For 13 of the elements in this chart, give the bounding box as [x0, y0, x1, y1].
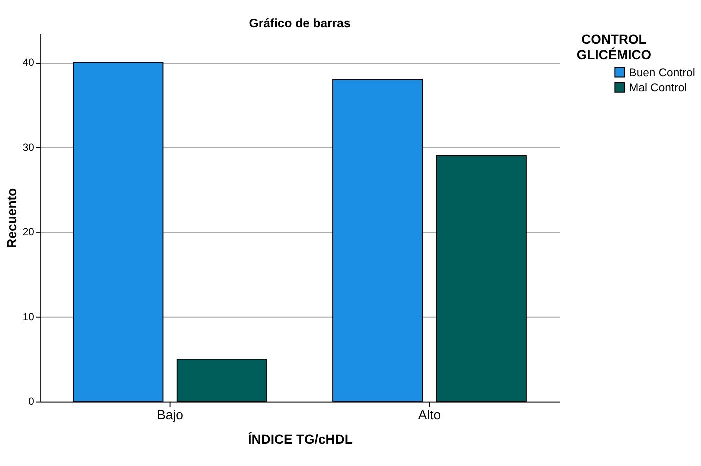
y-tick-label: 0	[28, 397, 35, 408]
x-axis-title: ÍNDICE TG/cHDL	[248, 432, 353, 447]
y-axis-title: Recuento	[4, 188, 20, 248]
legend-title: CONTROL GLICÉMICO	[576, 32, 652, 62]
y-tick-label: 40	[22, 58, 35, 69]
y-tick-label: 20	[22, 228, 35, 239]
legend-label: Mal Control	[629, 82, 688, 94]
legend-label: Buen Control	[629, 67, 696, 80]
x-tick-label: Bajo	[157, 407, 184, 422]
x-tick-label: Alto	[418, 407, 442, 422]
y-tick-label: 30	[22, 142, 35, 154]
y-tick-label: 10	[22, 312, 35, 324]
chart-title: Gráfico de barras	[249, 16, 351, 30]
